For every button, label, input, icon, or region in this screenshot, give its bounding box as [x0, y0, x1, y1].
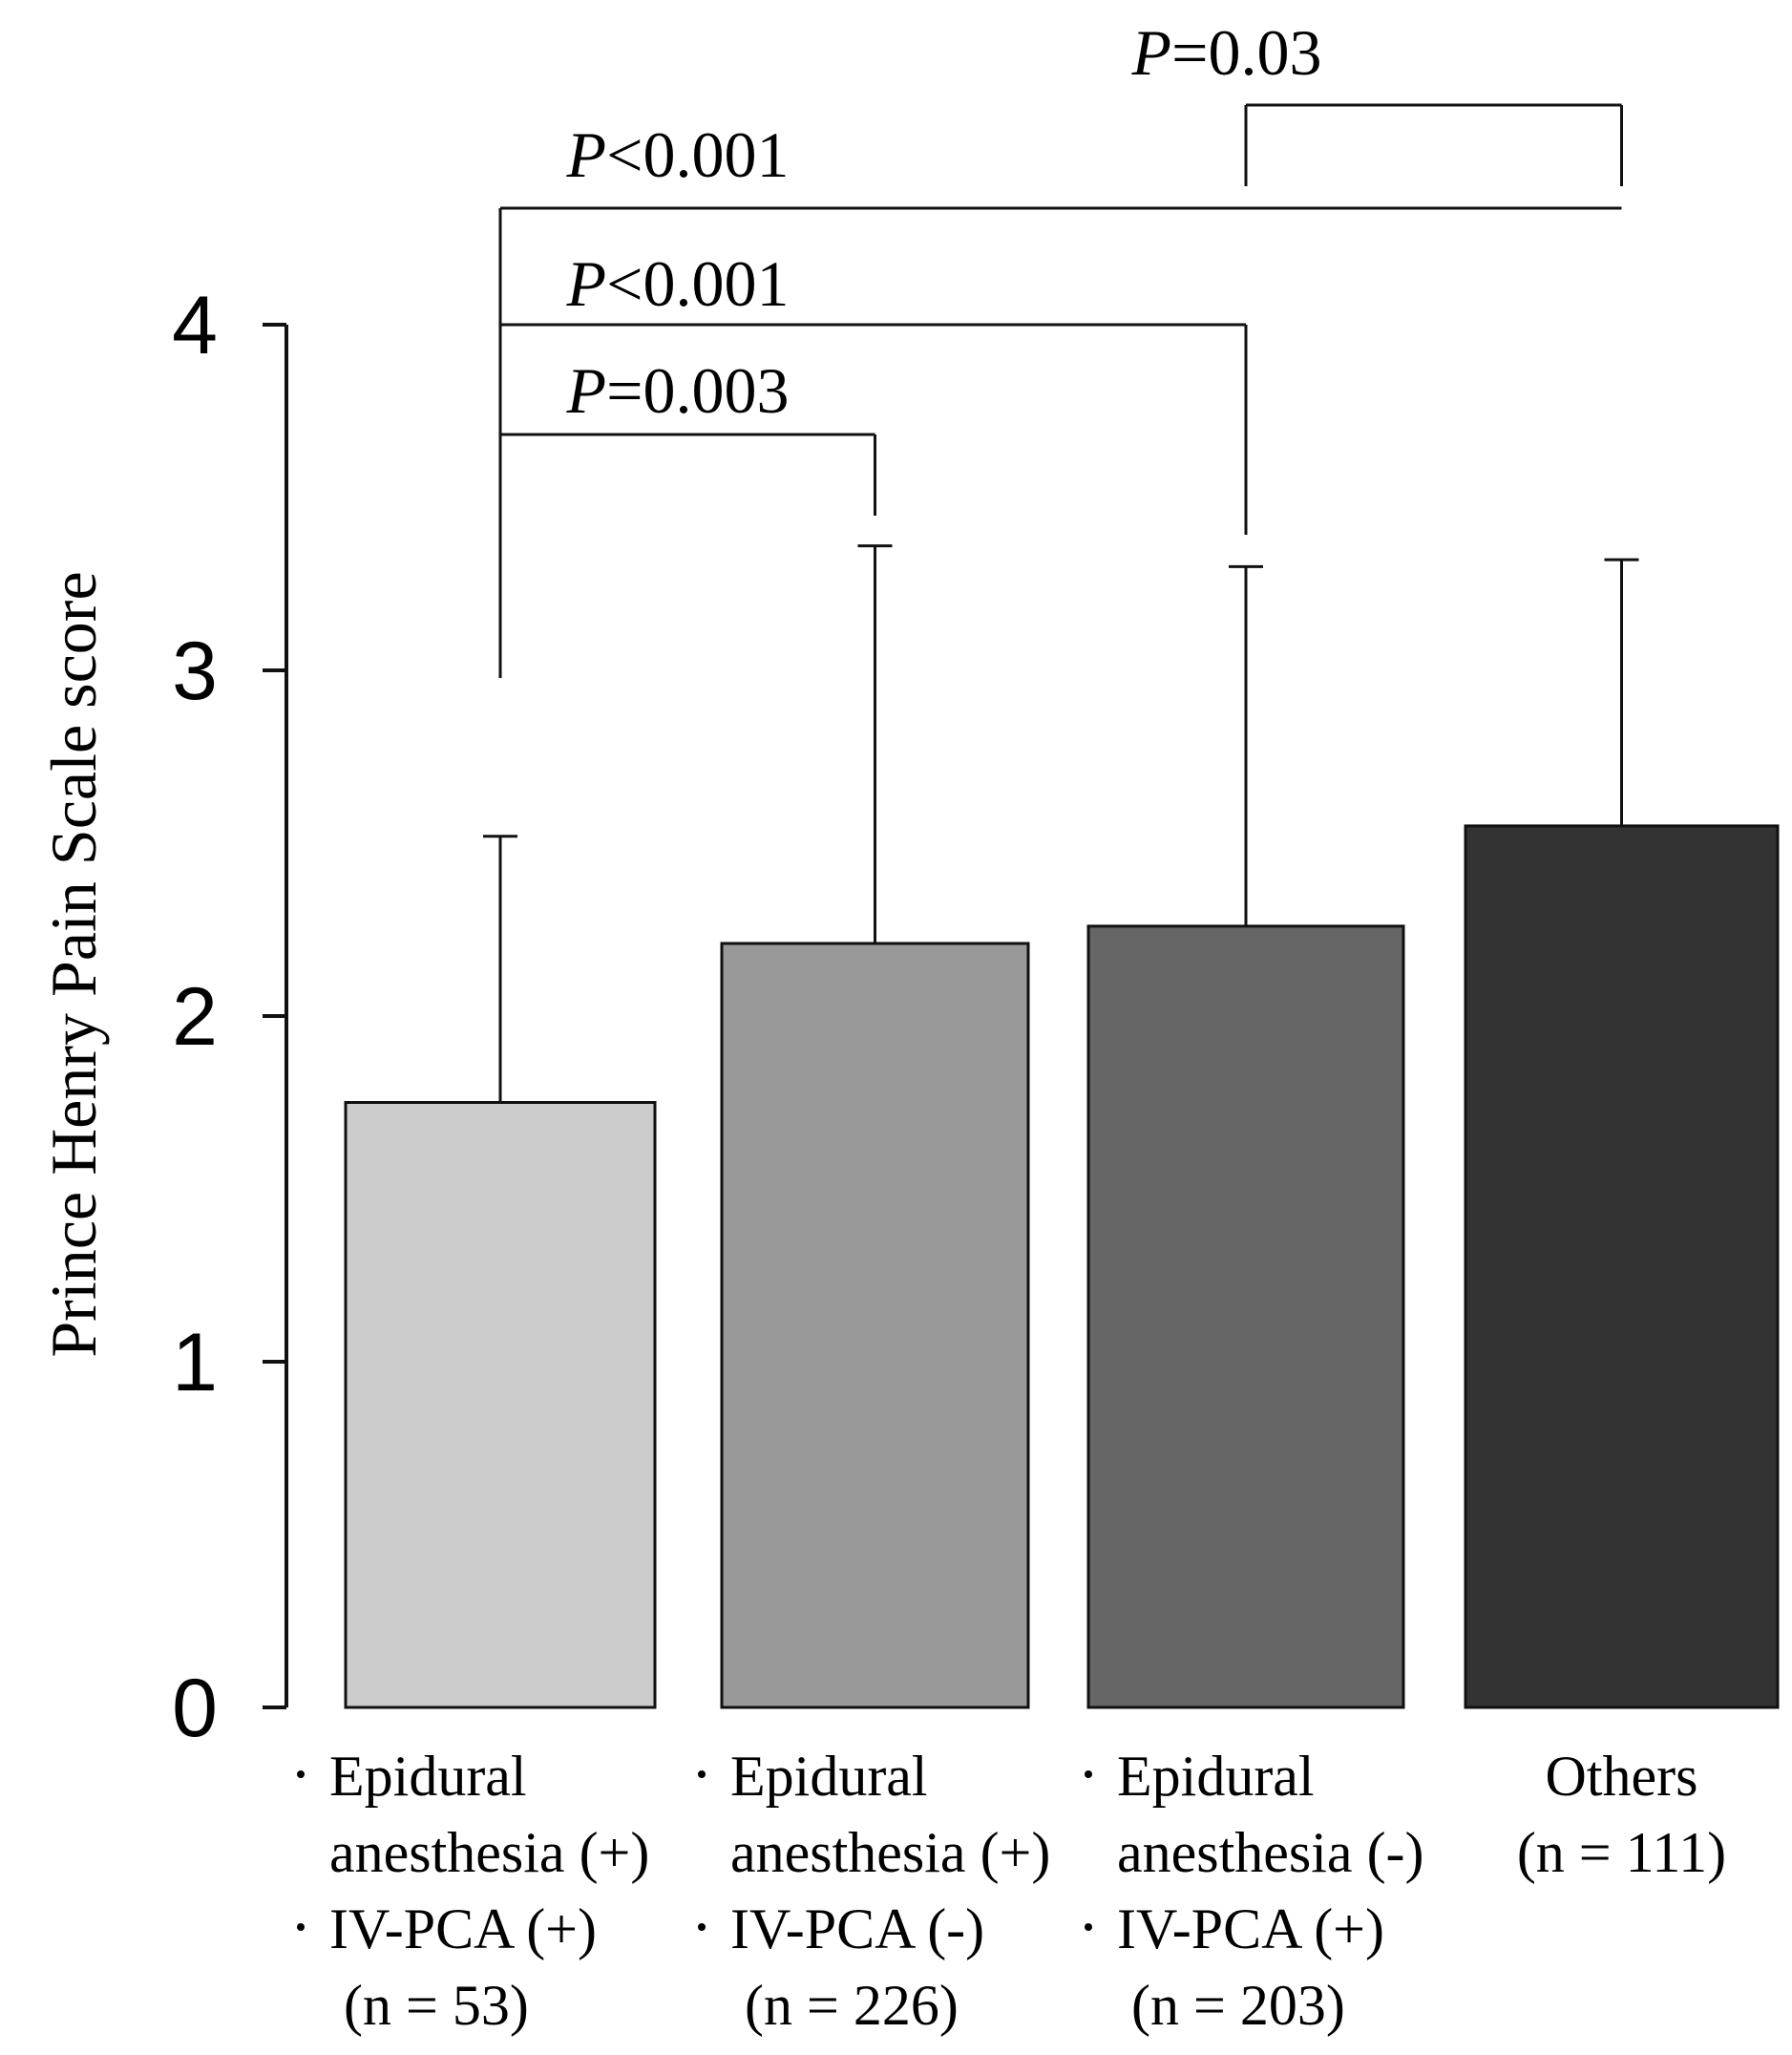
x-category-label: Epidural	[730, 1745, 928, 1808]
bars-group	[344, 824, 1780, 1709]
bullet-dot	[297, 1770, 305, 1778]
y-axis: 0 1 2 3 4	[172, 280, 288, 1754]
y-tick-label: 1	[172, 1317, 218, 1409]
x-category-label: (n = 111)	[1517, 1821, 1726, 1884]
bar	[1086, 924, 1405, 1709]
p-value-label: P=0.003	[566, 354, 790, 427]
p-letter: P	[566, 247, 607, 320]
x-category-labels: Epidural anesthesia (+) IV-PCA (+) (n = 53)…	[297, 1745, 1726, 2037]
bullet-dot	[698, 1770, 706, 1778]
x-category-label: Epidural	[329, 1745, 527, 1808]
bullet-dot	[1085, 1923, 1092, 1931]
x-category-label: anesthesia (-)	[1117, 1821, 1424, 1884]
y-tick-label: 4	[172, 280, 218, 371]
p-value-label: P=0.03	[1131, 16, 1322, 89]
p-value-text: <0.001	[606, 247, 789, 320]
p-value-label: P<0.001	[566, 118, 790, 191]
x-category-label: (n = 203)	[1131, 1974, 1345, 2037]
bar	[1464, 824, 1780, 1709]
x-category-label: anesthesia (+)	[730, 1821, 1050, 1884]
p-value-text: =0.03	[1171, 16, 1321, 89]
error-bars-group	[483, 544, 1639, 1103]
x-category-label: IV-PCA (-)	[730, 1897, 984, 1960]
bar	[720, 942, 1030, 1709]
bullet-dot	[297, 1923, 305, 1931]
x-category-label: anesthesia (+)	[329, 1821, 649, 1884]
y-axis-label: Prince Henry Pain Scale score	[37, 571, 110, 1357]
bar	[344, 1101, 657, 1709]
x-category-label: Epidural	[1117, 1745, 1315, 1808]
y-tick-label: 0	[172, 1663, 218, 1754]
p-letter: P	[566, 118, 607, 191]
p-value-text: =0.003	[606, 354, 789, 427]
p-letter: P	[1131, 16, 1172, 89]
bullet-dot	[698, 1923, 706, 1931]
x-category-label: Others	[1546, 1745, 1698, 1808]
p-letter: P	[566, 354, 607, 427]
bullet-dot	[1085, 1770, 1092, 1778]
p-value-label: P<0.001	[566, 247, 790, 320]
y-tick-label: 2	[172, 971, 218, 1063]
y-tick-label: 3	[172, 625, 218, 717]
p-value-text: <0.001	[606, 118, 789, 191]
x-category-label: IV-PCA (+)	[1117, 1897, 1384, 1960]
x-category-label: (n = 226)	[745, 1974, 959, 2037]
x-category-label: (n = 53)	[344, 1974, 529, 2037]
x-category-label: IV-PCA (+)	[329, 1897, 597, 1960]
